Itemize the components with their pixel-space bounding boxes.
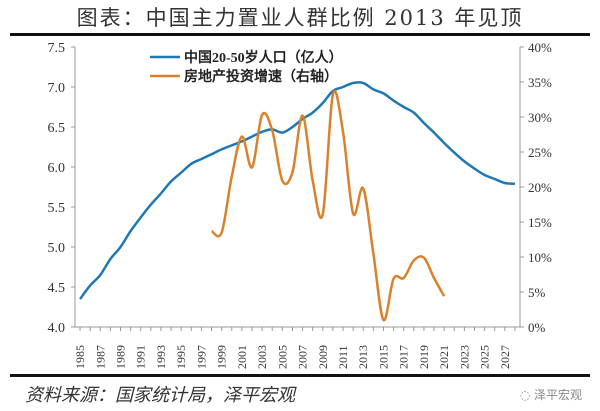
x-tick-label: 2015 xyxy=(376,345,390,369)
x-tick-label: 2011 xyxy=(336,345,350,369)
top-rule xyxy=(10,33,590,36)
left-tick-label: 7.0 xyxy=(48,81,66,96)
x-tick-label: 2003 xyxy=(255,345,269,369)
left-tick-label: 4.5 xyxy=(48,281,66,296)
right-tick-label: 30% xyxy=(528,110,552,125)
left-tick-label: 6.5 xyxy=(48,121,66,136)
x-tick-label: 2009 xyxy=(316,345,330,369)
x-tick-label: 2023 xyxy=(457,345,471,369)
series-line-1 xyxy=(79,81,516,300)
left-tick-label: 7.5 xyxy=(48,41,66,56)
watermark: ◌ 泽平宏观 xyxy=(519,388,582,402)
source-note: 资料来源：国家统计局，泽平宏观 xyxy=(25,385,295,406)
left-tick-label: 6.0 xyxy=(48,161,66,176)
legend-label: 中国20-50岁人口（亿人） xyxy=(184,49,343,66)
x-tick-label: 1999 xyxy=(215,345,229,369)
watermark-text: 泽平宏观 xyxy=(533,388,582,402)
x-tick-label: 2005 xyxy=(275,345,289,369)
left-tick-label: 5.0 xyxy=(48,241,66,256)
right-tick-label: 0% xyxy=(528,320,546,335)
right-tick-label: 15% xyxy=(528,215,552,230)
x-tick-label: 1993 xyxy=(154,345,168,369)
right-tick-label: 10% xyxy=(528,250,552,265)
chart-title: 图表：中国主力置业人群比例 2013 年见顶 xyxy=(76,6,524,30)
legend-label: 房地产投资增速（右轴） xyxy=(184,68,338,85)
x-tick-label: 2001 xyxy=(235,345,249,369)
right-tick-label: 5% xyxy=(528,285,546,300)
x-tick-label: 2007 xyxy=(296,345,310,369)
right-tick-label: 20% xyxy=(528,180,552,195)
x-tick-label: 1989 xyxy=(114,345,128,369)
x-tick-label: 1995 xyxy=(174,345,188,369)
x-tick-label: 2027 xyxy=(498,345,512,369)
x-tick-label: 2019 xyxy=(417,345,431,369)
x-tick-label: 2021 xyxy=(437,345,451,369)
series-line-2 xyxy=(210,90,446,322)
x-tick-label: 1997 xyxy=(194,345,208,369)
x-tick-label: 2013 xyxy=(356,345,370,369)
bottom-rule xyxy=(10,374,590,377)
right-tick-label: 40% xyxy=(528,40,552,55)
left-tick-label: 5.5 xyxy=(48,201,66,216)
x-tick-label: 1985 xyxy=(73,345,87,369)
right-tick-label: 25% xyxy=(528,145,552,160)
x-tick-label: 2017 xyxy=(397,345,411,369)
x-tick-label: 1987 xyxy=(93,345,107,369)
left-tick-label: 4.0 xyxy=(48,321,66,336)
right-tick-label: 35% xyxy=(528,75,552,90)
x-tick-label: 2025 xyxy=(478,345,492,369)
x-tick-label: 1991 xyxy=(134,345,148,369)
